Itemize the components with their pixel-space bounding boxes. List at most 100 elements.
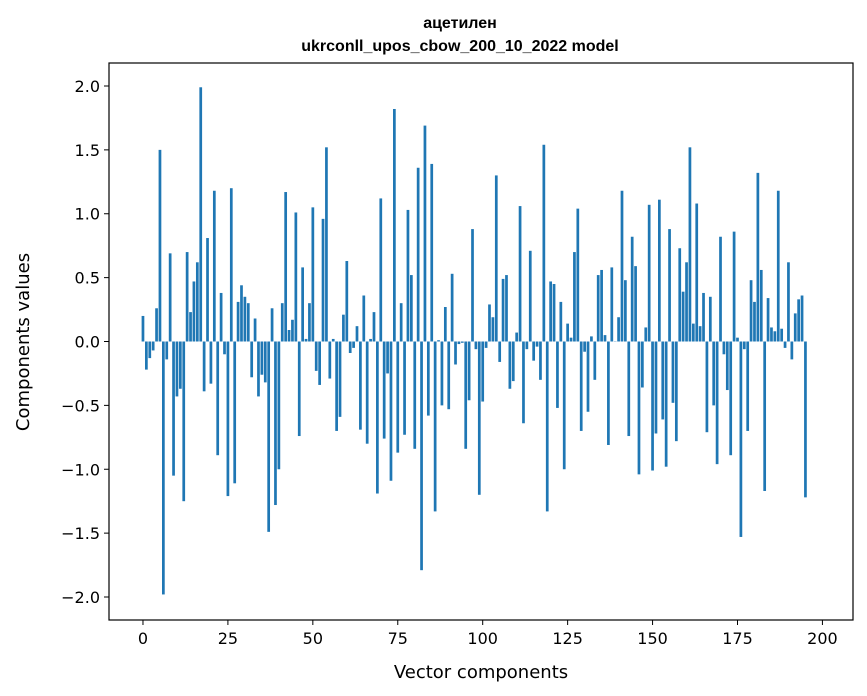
bar — [250, 341, 254, 378]
x-axis-label: Vector components — [394, 662, 568, 683]
bar — [172, 341, 175, 476]
bar — [522, 341, 525, 424]
bar — [484, 341, 488, 348]
bar — [749, 280, 753, 342]
bar — [331, 338, 335, 342]
bar — [641, 341, 644, 388]
bar — [267, 341, 271, 532]
bar — [450, 273, 454, 342]
bar — [685, 262, 688, 342]
bar — [532, 341, 536, 361]
bar — [780, 328, 784, 342]
x-tick-label: 200 — [807, 629, 838, 648]
bar — [688, 147, 692, 342]
bar — [229, 188, 233, 342]
bar — [552, 284, 556, 342]
bar — [202, 341, 206, 392]
bar — [410, 275, 413, 342]
bar — [328, 341, 332, 379]
x-tick-label: 100 — [467, 629, 498, 648]
bar — [199, 87, 203, 342]
bar — [178, 341, 182, 389]
bar — [287, 330, 291, 342]
bar — [511, 341, 515, 382]
bar — [325, 147, 328, 342]
bar — [746, 341, 750, 431]
bar — [661, 341, 665, 420]
bar — [719, 236, 722, 342]
bar — [620, 190, 624, 342]
bar — [403, 341, 406, 435]
bar — [804, 341, 807, 498]
bar — [443, 307, 447, 342]
bar — [644, 327, 648, 342]
x-tick-label: 175 — [722, 629, 753, 648]
bar — [355, 326, 359, 342]
bar — [488, 304, 491, 342]
bar — [583, 341, 586, 352]
bar — [389, 341, 393, 481]
y-tick-label: −2.0 — [61, 588, 100, 607]
bar — [206, 238, 209, 342]
bar — [654, 341, 658, 434]
bar — [318, 341, 321, 385]
bar — [525, 341, 529, 350]
bar — [420, 341, 423, 571]
bar — [763, 341, 767, 491]
bar — [647, 204, 651, 342]
bar — [155, 308, 158, 342]
bar — [246, 303, 250, 342]
bar — [702, 292, 705, 342]
bar — [573, 252, 576, 342]
y-axis-label: Components values — [13, 253, 34, 431]
bar — [253, 318, 257, 342]
bar — [440, 341, 444, 406]
bar — [471, 229, 474, 342]
bar — [274, 341, 277, 506]
bar — [304, 338, 308, 342]
bar — [753, 301, 756, 342]
bar — [342, 314, 345, 342]
bar — [742, 341, 746, 350]
bar — [610, 267, 614, 342]
bar — [277, 341, 281, 470]
bar — [576, 208, 580, 342]
bar — [141, 315, 145, 342]
bar — [386, 341, 389, 374]
bar — [712, 341, 716, 406]
bar — [413, 341, 417, 449]
bar — [770, 327, 773, 342]
bar — [151, 341, 155, 351]
bar — [736, 337, 739, 342]
bar — [708, 296, 712, 342]
bar — [216, 341, 220, 456]
bar — [600, 269, 603, 342]
bar — [447, 341, 451, 410]
bar — [542, 144, 546, 342]
bar — [793, 313, 797, 342]
bar — [678, 248, 682, 342]
bar — [624, 280, 627, 342]
bar — [175, 341, 179, 397]
bar — [705, 341, 709, 433]
bar — [263, 341, 267, 383]
bar — [596, 275, 600, 342]
x-tick-label: 50 — [303, 629, 323, 648]
bar — [338, 341, 342, 417]
chart-title-line1: ацетилен — [423, 15, 497, 32]
bar — [297, 341, 301, 437]
bar — [145, 341, 148, 370]
bar — [162, 341, 165, 595]
bar — [566, 323, 569, 342]
bar — [209, 341, 213, 384]
bar — [369, 338, 372, 342]
bar — [192, 281, 196, 342]
bar — [467, 341, 471, 401]
bar — [634, 266, 637, 342]
bar — [348, 341, 352, 353]
bar — [321, 218, 325, 342]
bar — [314, 341, 318, 371]
bar — [545, 341, 549, 512]
